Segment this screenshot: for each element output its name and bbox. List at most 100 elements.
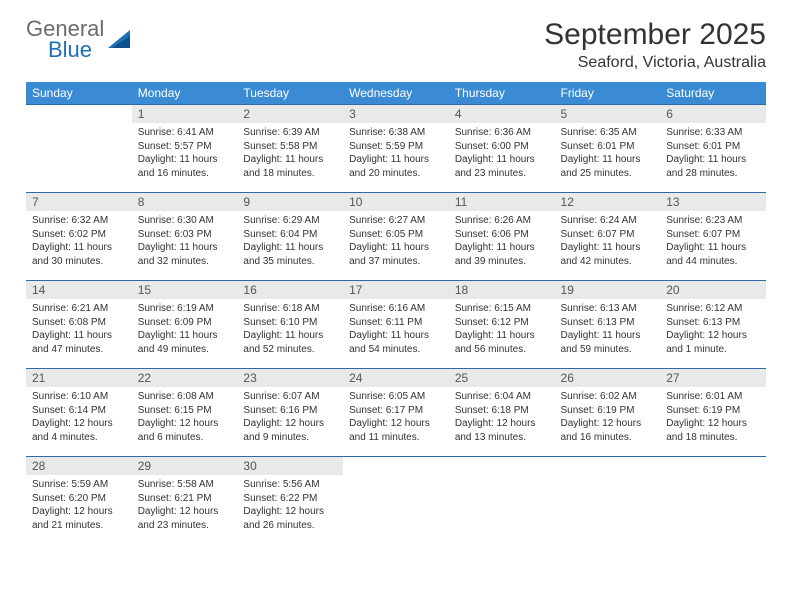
daylight-line-2: and 54 minutes.	[349, 343, 443, 357]
calendar-day-cell: 4Sunrise: 6:36 AMSunset: 6:00 PMDaylight…	[449, 105, 555, 193]
sunrise-line: Sunrise: 6:19 AM	[138, 302, 232, 316]
sunset-line: Sunset: 6:05 PM	[349, 228, 443, 242]
calendar-day-cell: 29Sunrise: 5:58 AMSunset: 6:21 PMDayligh…	[132, 457, 238, 545]
sunrise-line: Sunrise: 6:05 AM	[349, 390, 443, 404]
sunrise-line: Sunrise: 5:59 AM	[32, 478, 126, 492]
sunrise-line: Sunrise: 6:12 AM	[666, 302, 760, 316]
sunrise-line: Sunrise: 6:07 AM	[243, 390, 337, 404]
day-number: 26	[555, 369, 661, 387]
day-detail: Sunrise: 6:15 AMSunset: 6:12 PMDaylight:…	[449, 299, 555, 360]
day-number: 24	[343, 369, 449, 387]
daylight-line-2: and 20 minutes.	[349, 167, 443, 181]
calendar-day-cell: 6Sunrise: 6:33 AMSunset: 6:01 PMDaylight…	[660, 105, 766, 193]
day-detail: Sunrise: 6:23 AMSunset: 6:07 PMDaylight:…	[660, 211, 766, 272]
daylight-line-1: Daylight: 11 hours	[666, 153, 760, 167]
sunset-line: Sunset: 6:15 PM	[138, 404, 232, 418]
daylight-line-1: Daylight: 11 hours	[138, 329, 232, 343]
calendar-day-cell: 25Sunrise: 6:04 AMSunset: 6:18 PMDayligh…	[449, 369, 555, 457]
calendar-day-cell: 15Sunrise: 6:19 AMSunset: 6:09 PMDayligh…	[132, 281, 238, 369]
daylight-line-2: and 23 minutes.	[455, 167, 549, 181]
weekday-header: Monday	[132, 82, 238, 105]
sunset-line: Sunset: 6:07 PM	[561, 228, 655, 242]
calendar-day-cell: 13Sunrise: 6:23 AMSunset: 6:07 PMDayligh…	[660, 193, 766, 281]
sunrise-line: Sunrise: 6:02 AM	[561, 390, 655, 404]
sunset-line: Sunset: 6:09 PM	[138, 316, 232, 330]
day-detail: Sunrise: 6:39 AMSunset: 5:58 PMDaylight:…	[237, 123, 343, 184]
day-number: 3	[343, 105, 449, 123]
daylight-line-2: and 25 minutes.	[561, 167, 655, 181]
calendar-day-cell: 10Sunrise: 6:27 AMSunset: 6:05 PMDayligh…	[343, 193, 449, 281]
daylight-line-2: and 16 minutes.	[138, 167, 232, 181]
calendar-day-cell: 14Sunrise: 6:21 AMSunset: 6:08 PMDayligh…	[26, 281, 132, 369]
calendar-day-cell: 16Sunrise: 6:18 AMSunset: 6:10 PMDayligh…	[237, 281, 343, 369]
day-number: 10	[343, 193, 449, 211]
calendar-day-cell: 19Sunrise: 6:13 AMSunset: 6:13 PMDayligh…	[555, 281, 661, 369]
sunrise-line: Sunrise: 6:39 AM	[243, 126, 337, 140]
daylight-line-2: and 13 minutes.	[455, 431, 549, 445]
day-detail: Sunrise: 6:33 AMSunset: 6:01 PMDaylight:…	[660, 123, 766, 184]
sunrise-line: Sunrise: 6:23 AM	[666, 214, 760, 228]
day-number: 28	[26, 457, 132, 475]
sunset-line: Sunset: 6:03 PM	[138, 228, 232, 242]
calendar-week-row: 21Sunrise: 6:10 AMSunset: 6:14 PMDayligh…	[26, 369, 766, 457]
day-number: 21	[26, 369, 132, 387]
calendar-day-cell: 21Sunrise: 6:10 AMSunset: 6:14 PMDayligh…	[26, 369, 132, 457]
day-detail: Sunrise: 6:01 AMSunset: 6:19 PMDaylight:…	[660, 387, 766, 448]
sunset-line: Sunset: 5:58 PM	[243, 140, 337, 154]
daylight-line-1: Daylight: 11 hours	[138, 153, 232, 167]
weekday-header: Friday	[555, 82, 661, 105]
sunset-line: Sunset: 6:21 PM	[138, 492, 232, 506]
weekday-header-row: Sunday Monday Tuesday Wednesday Thursday…	[26, 82, 766, 105]
calendar-day-cell: 30Sunrise: 5:56 AMSunset: 6:22 PMDayligh…	[237, 457, 343, 545]
sunrise-line: Sunrise: 6:35 AM	[561, 126, 655, 140]
sunset-line: Sunset: 6:14 PM	[32, 404, 126, 418]
day-detail: Sunrise: 6:19 AMSunset: 6:09 PMDaylight:…	[132, 299, 238, 360]
daylight-line-1: Daylight: 12 hours	[243, 505, 337, 519]
daylight-line-2: and 18 minutes.	[666, 431, 760, 445]
daylight-line-1: Daylight: 11 hours	[32, 329, 126, 343]
sunset-line: Sunset: 6:08 PM	[32, 316, 126, 330]
day-detail: Sunrise: 6:32 AMSunset: 6:02 PMDaylight:…	[26, 211, 132, 272]
calendar-day-cell: 7Sunrise: 6:32 AMSunset: 6:02 PMDaylight…	[26, 193, 132, 281]
daylight-line-2: and 16 minutes.	[561, 431, 655, 445]
sunrise-line: Sunrise: 6:15 AM	[455, 302, 549, 316]
sunrise-line: Sunrise: 6:13 AM	[561, 302, 655, 316]
sunset-line: Sunset: 6:18 PM	[455, 404, 549, 418]
sunset-line: Sunset: 6:02 PM	[32, 228, 126, 242]
weekday-header: Saturday	[660, 82, 766, 105]
day-detail: Sunrise: 5:59 AMSunset: 6:20 PMDaylight:…	[26, 475, 132, 536]
sunset-line: Sunset: 6:20 PM	[32, 492, 126, 506]
daylight-line-2: and 35 minutes.	[243, 255, 337, 269]
sunrise-line: Sunrise: 6:41 AM	[138, 126, 232, 140]
day-detail: Sunrise: 5:56 AMSunset: 6:22 PMDaylight:…	[237, 475, 343, 536]
day-detail: Sunrise: 6:21 AMSunset: 6:08 PMDaylight:…	[26, 299, 132, 360]
day-detail: Sunrise: 6:36 AMSunset: 6:00 PMDaylight:…	[449, 123, 555, 184]
weekday-header: Tuesday	[237, 82, 343, 105]
day-number: 30	[237, 457, 343, 475]
day-number: 14	[26, 281, 132, 299]
sunrise-line: Sunrise: 6:27 AM	[349, 214, 443, 228]
calendar-day-cell: 17Sunrise: 6:16 AMSunset: 6:11 PMDayligh…	[343, 281, 449, 369]
sunrise-line: Sunrise: 6:18 AM	[243, 302, 337, 316]
daylight-line-1: Daylight: 11 hours	[349, 241, 443, 255]
sunset-line: Sunset: 6:22 PM	[243, 492, 337, 506]
daylight-line-1: Daylight: 11 hours	[666, 241, 760, 255]
day-detail: Sunrise: 6:13 AMSunset: 6:13 PMDaylight:…	[555, 299, 661, 360]
day-detail: Sunrise: 6:27 AMSunset: 6:05 PMDaylight:…	[343, 211, 449, 272]
day-detail: Sunrise: 6:07 AMSunset: 6:16 PMDaylight:…	[237, 387, 343, 448]
daylight-line-2: and 6 minutes.	[138, 431, 232, 445]
title-block: September 2025 Seaford, Victoria, Austra…	[544, 18, 766, 72]
daylight-line-1: Daylight: 11 hours	[138, 241, 232, 255]
day-detail: Sunrise: 6:05 AMSunset: 6:17 PMDaylight:…	[343, 387, 449, 448]
daylight-line-1: Daylight: 12 hours	[666, 417, 760, 431]
daylight-line-1: Daylight: 11 hours	[243, 329, 337, 343]
daylight-line-1: Daylight: 12 hours	[32, 417, 126, 431]
daylight-line-1: Daylight: 11 hours	[349, 153, 443, 167]
day-detail: Sunrise: 6:12 AMSunset: 6:13 PMDaylight:…	[660, 299, 766, 360]
day-detail: Sunrise: 6:16 AMSunset: 6:11 PMDaylight:…	[343, 299, 449, 360]
day-number: 8	[132, 193, 238, 211]
daylight-line-2: and 59 minutes.	[561, 343, 655, 357]
day-number: 4	[449, 105, 555, 123]
sunset-line: Sunset: 6:10 PM	[243, 316, 337, 330]
sunrise-line: Sunrise: 6:30 AM	[138, 214, 232, 228]
